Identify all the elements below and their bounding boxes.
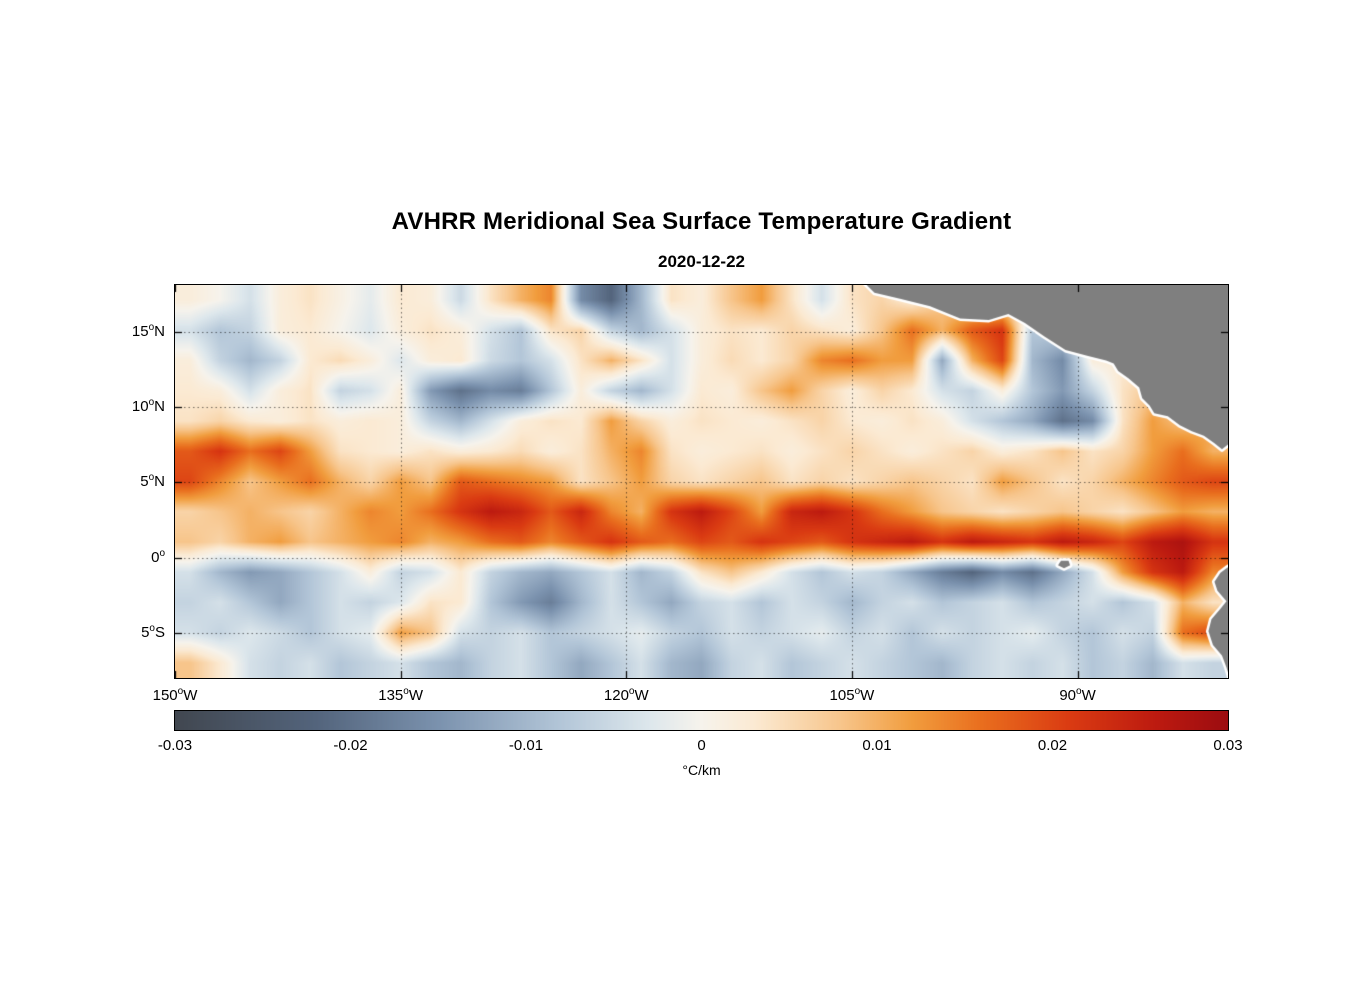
degree-superscript: o: [148, 397, 155, 409]
hemisphere: W: [183, 687, 198, 704]
degree-superscript: o: [159, 547, 165, 559]
tick-value: 0: [151, 548, 160, 566]
chart-title: AVHRR Meridional Sea Surface Temperature…: [391, 208, 1012, 235]
hemisphere: N: [154, 398, 165, 416]
hemisphere: W: [1081, 687, 1096, 704]
sst-gradient-heatmap-canvas: [175, 285, 1228, 678]
x-tick-label: 120oW: [581, 686, 671, 706]
x-tick-label: 150oW: [130, 686, 220, 706]
degree-superscript: o: [149, 622, 155, 634]
tick-value: 5: [140, 473, 149, 491]
y-tick-label: 15oN: [93, 322, 165, 342]
degree-superscript: o: [177, 686, 184, 697]
colorbar-tick-label: -0.02: [333, 737, 368, 754]
colorbar-tick-label: 0: [697, 737, 706, 754]
tick-value: 120: [603, 687, 629, 704]
tick-value: 5: [141, 623, 150, 641]
hemisphere: W: [634, 687, 649, 704]
colorbar-tick-label: 0.02: [1037, 737, 1068, 754]
tick-value: 15: [131, 322, 149, 340]
colorbar-tick-label: 0.03: [1213, 737, 1243, 754]
degree-superscript: o: [148, 321, 155, 333]
degree-superscript: o: [628, 686, 635, 697]
colorbar-gradient-canvas: [175, 711, 1228, 730]
tick-value: 90: [1059, 687, 1077, 704]
tick-value: 150: [152, 687, 178, 704]
y-tick-label: 0o: [93, 548, 165, 568]
colorbar: [174, 710, 1229, 731]
map-axes: [174, 284, 1229, 679]
degree-superscript: o: [1076, 686, 1082, 697]
hemisphere: N: [154, 473, 165, 491]
degree-superscript: o: [403, 686, 409, 697]
y-tick-label: 10oN: [93, 397, 165, 417]
tick-value: 10: [131, 398, 149, 416]
hemisphere: S: [154, 623, 165, 641]
hemisphere: N: [154, 322, 165, 340]
colorbar-tick-label: 0.01: [862, 737, 892, 754]
x-tick-label: 90oW: [1033, 686, 1123, 706]
colorbar-tick-label: -0.03: [157, 737, 193, 754]
chart-date-subtitle: 2020-12-22: [658, 252, 745, 271]
x-tick-label: 135oW: [356, 686, 446, 706]
hemisphere: W: [860, 687, 875, 704]
hemisphere: W: [408, 687, 424, 704]
colorbar-tick-label: -0.01: [508, 737, 544, 754]
x-tick-label: 105oW: [807, 686, 897, 706]
y-tick-label: 5oS: [93, 623, 165, 643]
degree-superscript: o: [148, 472, 155, 484]
colorbar-units-label: °C/km: [682, 762, 721, 778]
tick-value: 105: [829, 687, 855, 704]
tick-value: 135: [378, 687, 404, 704]
y-tick-label: 5oN: [93, 472, 165, 492]
degree-superscript: o: [854, 686, 861, 697]
